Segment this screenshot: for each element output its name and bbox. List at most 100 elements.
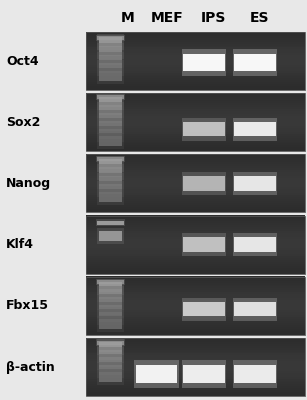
Bar <box>86 376 305 379</box>
Bar <box>99 97 122 107</box>
Bar <box>86 141 305 144</box>
Bar <box>86 47 305 50</box>
Text: Klf4: Klf4 <box>6 238 34 251</box>
Bar <box>99 282 122 292</box>
Bar <box>86 135 305 138</box>
Bar <box>99 38 122 48</box>
Bar <box>86 134 305 136</box>
Bar <box>86 57 305 59</box>
Bar <box>86 124 305 126</box>
Bar <box>86 250 305 252</box>
Bar <box>98 118 123 134</box>
Bar <box>99 289 122 299</box>
Bar <box>96 156 125 162</box>
Bar <box>99 305 122 315</box>
Bar <box>86 284 305 286</box>
Bar <box>86 307 305 310</box>
Bar <box>184 176 225 191</box>
Bar <box>86 290 305 292</box>
Bar <box>86 246 305 248</box>
Bar <box>99 63 122 73</box>
Bar <box>86 254 305 256</box>
Bar <box>86 154 305 156</box>
Bar <box>184 302 225 316</box>
Bar <box>86 388 305 390</box>
Bar <box>86 372 305 375</box>
Bar <box>86 175 305 178</box>
Bar <box>134 360 179 388</box>
Bar <box>96 279 125 285</box>
Bar <box>86 61 305 63</box>
Bar <box>86 147 305 149</box>
Bar <box>98 280 123 284</box>
Bar <box>86 296 305 298</box>
Bar <box>86 321 305 323</box>
Bar <box>99 105 122 115</box>
Bar <box>99 136 122 146</box>
Bar <box>98 60 123 76</box>
Bar <box>98 341 123 345</box>
Bar <box>86 74 305 76</box>
Text: MEF: MEF <box>151 11 184 25</box>
Bar <box>86 280 305 282</box>
Bar <box>98 126 123 142</box>
Bar <box>86 225 305 227</box>
Text: Oct4: Oct4 <box>6 54 39 68</box>
Bar <box>86 189 305 191</box>
Bar <box>86 139 305 142</box>
Bar <box>86 114 305 116</box>
Bar <box>86 128 305 130</box>
Bar <box>182 118 227 141</box>
Bar <box>86 108 305 111</box>
Bar <box>98 173 123 189</box>
Bar <box>86 86 305 88</box>
Bar <box>86 232 305 235</box>
Text: IPS: IPS <box>201 11 226 25</box>
Bar <box>233 118 277 141</box>
Bar <box>86 210 305 212</box>
Bar <box>99 167 122 177</box>
Bar <box>86 217 305 220</box>
Bar <box>98 310 123 326</box>
Bar <box>182 360 227 388</box>
Bar <box>86 378 305 380</box>
Bar <box>86 62 305 65</box>
Bar <box>98 156 123 172</box>
Bar <box>86 298 305 300</box>
Bar <box>86 110 305 112</box>
Bar <box>99 350 122 360</box>
Bar <box>98 220 123 224</box>
Bar <box>86 118 305 120</box>
Bar <box>99 312 122 322</box>
Bar <box>86 36 305 38</box>
Bar <box>86 158 305 160</box>
Bar <box>98 279 123 295</box>
Bar <box>86 82 305 84</box>
Bar <box>86 304 305 306</box>
Bar <box>99 297 122 307</box>
Bar <box>86 191 305 193</box>
Bar <box>99 71 122 81</box>
Bar <box>86 143 305 146</box>
Bar <box>96 94 125 100</box>
Bar <box>98 302 123 318</box>
Bar <box>86 229 305 231</box>
Bar <box>86 361 305 363</box>
Bar <box>86 206 305 208</box>
Bar <box>234 302 276 316</box>
Bar <box>86 66 305 69</box>
Bar <box>86 93 305 95</box>
Bar <box>86 179 305 182</box>
Bar <box>98 95 123 99</box>
Bar <box>99 319 122 329</box>
Bar <box>184 122 225 136</box>
Bar <box>86 380 305 382</box>
Bar <box>86 363 305 365</box>
Bar <box>86 240 305 243</box>
Bar <box>86 227 305 229</box>
Bar <box>86 166 305 168</box>
Bar <box>86 223 305 225</box>
Bar <box>86 126 305 128</box>
Bar <box>86 384 305 386</box>
Bar <box>86 32 305 90</box>
